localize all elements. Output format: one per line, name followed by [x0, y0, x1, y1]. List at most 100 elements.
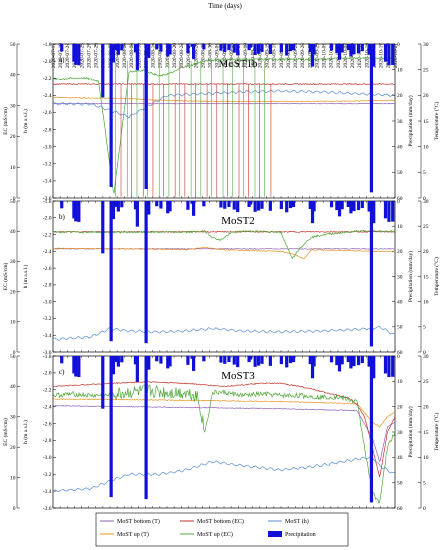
precip-tick-label: 10 [397, 379, 403, 385]
precipitation-bar [260, 201, 264, 209]
h-tick-label: -2.8 [43, 283, 52, 289]
panel-title: MoST1b [218, 58, 258, 70]
precipitation-bar [329, 201, 334, 208]
precipitation-bar [340, 201, 344, 210]
precipitation-bar [260, 356, 264, 364]
precipitation-bar [279, 44, 283, 53]
precipitation-bars [60, 356, 395, 503]
precipitation-bar [249, 356, 253, 360]
precipitation-bar [166, 201, 170, 214]
precip-tick-label: 30 [397, 430, 403, 436]
precipitation-bar [268, 356, 272, 366]
precipitation-bar [260, 44, 264, 52]
precipitation-bar [186, 201, 190, 210]
ec-tick-label: 30 [10, 415, 16, 421]
precipitation-bar [202, 201, 206, 207]
date-tick-label: 2020-09-17 [272, 43, 278, 68]
date-tick-label: 2020-10-21 [393, 43, 399, 68]
precipitation-bar [192, 356, 196, 371]
legend-label: MoST (h) [285, 518, 309, 525]
legend-label: Precipitation [285, 532, 316, 538]
date-tick-label: 2020-08-20 [172, 43, 178, 68]
precipitation-bar [144, 201, 148, 344]
precip-tick-label: 10 [397, 224, 403, 230]
precipitation-bar [249, 44, 253, 48]
precipitation-bar [166, 356, 170, 369]
precipitation-bar [340, 356, 344, 365]
h-tick-label: -3.6 [43, 196, 52, 202]
precip-tick-label: 0 [397, 42, 400, 48]
precipitation-bar [202, 44, 206, 50]
precipitation-bar [312, 201, 316, 212]
precipitation-bar [256, 44, 261, 54]
precipitation-bar [285, 201, 289, 213]
precipitation-bar [155, 201, 159, 207]
precipitation-bar [101, 356, 105, 409]
date-tick-label: 2020-09-03 [222, 43, 228, 68]
precip-tick-label: 30 [397, 119, 403, 125]
ec-tick-label: 40 [10, 229, 16, 235]
precipitation-bar [352, 356, 356, 367]
precipitation-bar [337, 356, 342, 372]
precipitation-bar [312, 356, 316, 367]
precipitation-bar [310, 44, 315, 67]
top-axis-title: Time (days) [208, 2, 242, 10]
h-tick-label: -3.2 [43, 162, 52, 168]
precipitation-bar [227, 44, 231, 51]
precipitation-bar [120, 356, 124, 363]
h-tick-label: -2.2 [43, 232, 52, 238]
ec-tick-label: 50 [10, 42, 16, 48]
precipitation-bar [186, 356, 190, 365]
date-tick-label: 2020-09-25 [300, 43, 306, 68]
legend-item-bottom-t: MoST bottom (T) [100, 518, 160, 525]
panel-title: MoST2 [221, 215, 255, 227]
date-tick-label: 2020-08-06 [122, 43, 128, 68]
precipitation-bar [337, 44, 342, 60]
precipitation-bar [329, 44, 334, 51]
precipitation-bar [114, 356, 118, 363]
precipitation-bar [308, 201, 312, 210]
h-tick-label: -2.4 [43, 249, 52, 255]
precipitation-bar [219, 356, 223, 363]
h-tick-label: -3.4 [43, 179, 52, 185]
precipitation-bar [367, 44, 371, 55]
precipitation-bar [387, 44, 391, 66]
precip-tick-label: 10 [397, 67, 403, 73]
precip-axis-title: Precipitation (mm/day) [407, 406, 414, 457]
date-tick-label: 2020-10-13 [364, 43, 370, 68]
precipitation-bar [159, 356, 163, 364]
ec-tick-label: 40 [10, 73, 16, 79]
precipitation-bar [391, 356, 395, 377]
precipitation-bar [219, 44, 223, 51]
date-tick-label: 2020-07-25 [79, 43, 85, 68]
precipitation-bar [285, 44, 289, 56]
ec-tick-label: 50 [10, 199, 16, 205]
precipitation-bar [168, 201, 172, 212]
temp-tick-label: 15 [423, 430, 429, 436]
precipitation-bar [166, 44, 170, 57]
precip-tick-label: 40 [397, 299, 403, 305]
date-tick-label: 2020-08-16 [158, 43, 164, 68]
date-tick-label: 2020-09-19 [279, 43, 285, 68]
temp-tick-label: 0 [423, 350, 426, 356]
date-tick-label: 2020-07-19 [58, 43, 64, 68]
precipitation-bars [60, 201, 395, 347]
precipitation-bar [109, 356, 113, 498]
legend-item-bottom-ec: MoST bottom (EC) [180, 518, 244, 525]
temp-tick-label: 25 [423, 67, 429, 73]
ec-tick-label: 30 [10, 259, 16, 265]
precipitation-bar [159, 44, 163, 52]
date-tick-label: 2020-09-05 [229, 43, 235, 68]
temp-tick-label: 20 [423, 249, 429, 255]
precipitation-bar [109, 201, 113, 342]
precipitation-bar [147, 356, 151, 370]
h-tick-label: -3.0 [43, 144, 52, 150]
precipitation-bar [291, 201, 296, 208]
precipitation-bar [116, 356, 120, 367]
date-tick-label: 2020-09-27 [307, 43, 313, 68]
temp-tick-label: 15 [423, 274, 429, 280]
h-tick-label: -2.6 [43, 110, 52, 116]
precipitation-bar [111, 356, 116, 375]
